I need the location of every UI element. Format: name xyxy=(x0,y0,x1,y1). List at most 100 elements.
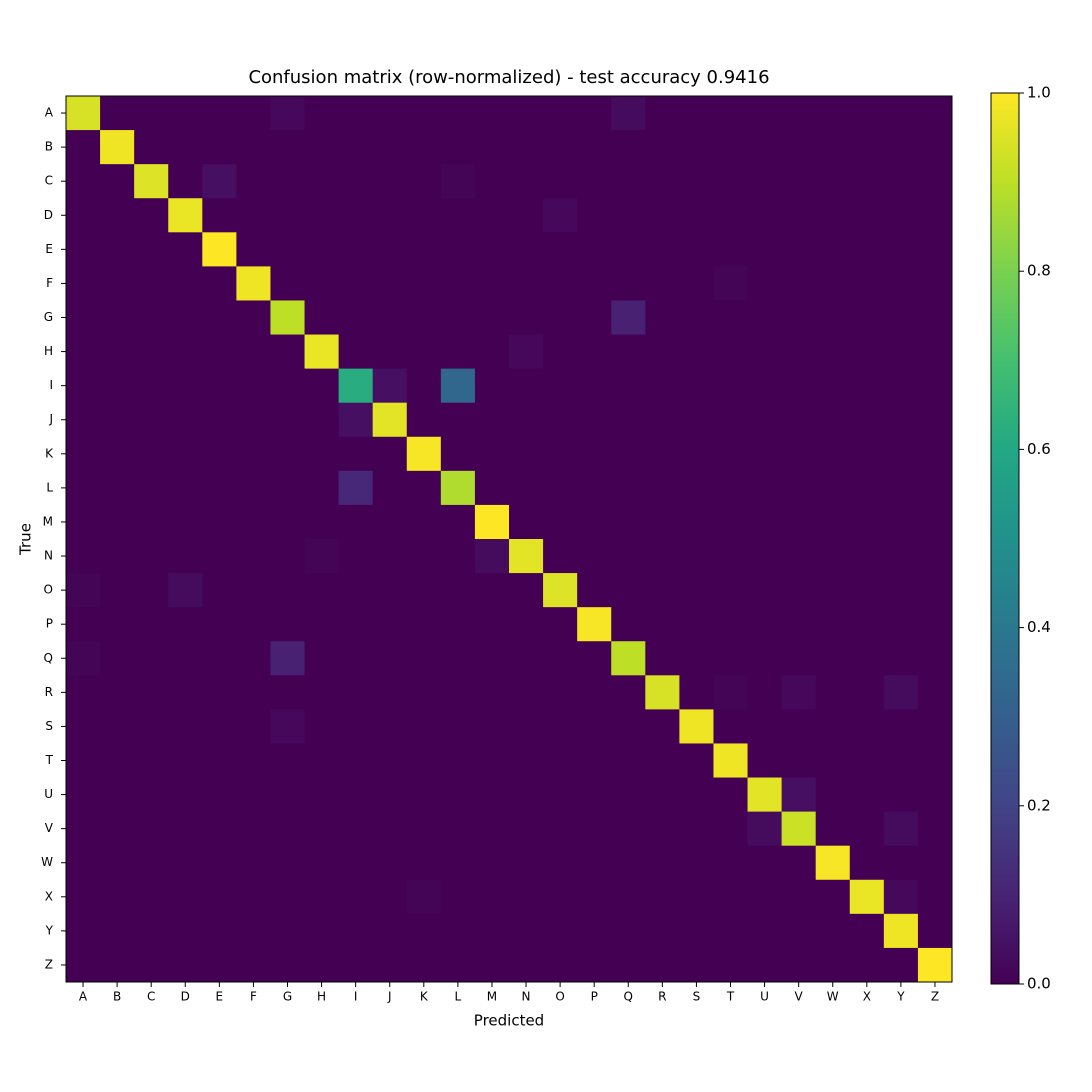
cell xyxy=(270,709,306,744)
cell xyxy=(849,743,885,779)
cell xyxy=(713,913,749,949)
cell xyxy=(168,96,203,131)
cell xyxy=(66,436,101,472)
cell xyxy=(849,539,885,574)
y-tick-label: W xyxy=(41,855,53,869)
cell xyxy=(440,130,476,165)
cell xyxy=(134,845,169,881)
cell xyxy=(713,266,749,301)
cell xyxy=(543,947,578,983)
x-tick-label: P xyxy=(591,990,598,1004)
cell xyxy=(679,96,714,131)
cell xyxy=(679,539,714,574)
cell xyxy=(338,402,374,438)
cell xyxy=(270,641,306,676)
cell xyxy=(202,164,237,199)
cell xyxy=(236,266,271,301)
y-tick-label: Q xyxy=(44,651,53,665)
cell xyxy=(440,845,476,881)
cell xyxy=(611,232,646,267)
cell xyxy=(134,402,169,438)
cell xyxy=(372,470,408,506)
cell xyxy=(406,300,442,336)
x-tick-label: W xyxy=(827,990,839,1004)
cell xyxy=(917,879,953,915)
cell xyxy=(202,539,237,574)
cell xyxy=(236,879,271,915)
cell xyxy=(100,573,135,608)
cell xyxy=(202,130,237,165)
cell xyxy=(611,845,646,881)
cell xyxy=(474,436,510,472)
cell xyxy=(645,402,680,438)
cell xyxy=(509,607,544,642)
cell xyxy=(304,96,340,131)
cell xyxy=(849,947,885,983)
cell xyxy=(66,641,101,676)
cell xyxy=(202,334,237,370)
cell xyxy=(713,164,749,199)
cell xyxy=(440,198,476,233)
x-tick-label: I xyxy=(354,990,358,1004)
cell xyxy=(781,198,817,233)
cell xyxy=(781,266,817,301)
cell xyxy=(236,675,271,710)
cell xyxy=(236,232,271,267)
cell xyxy=(406,436,442,472)
cell xyxy=(168,777,203,813)
cell xyxy=(781,470,817,506)
cell xyxy=(134,164,169,199)
cell xyxy=(815,266,851,301)
cell xyxy=(440,368,476,404)
cell xyxy=(713,709,749,744)
cell xyxy=(236,504,271,540)
y-tick-label: C xyxy=(45,174,53,188)
cell xyxy=(134,641,169,676)
cell xyxy=(372,266,408,301)
cell xyxy=(338,539,374,574)
cell xyxy=(66,845,101,881)
y-tick-label: A xyxy=(45,106,54,120)
cell xyxy=(917,198,953,233)
cell xyxy=(202,879,237,915)
cell xyxy=(577,573,612,608)
cell xyxy=(474,164,510,199)
cell xyxy=(645,198,680,233)
cell xyxy=(883,334,919,370)
cell xyxy=(577,709,612,744)
cell xyxy=(304,743,340,779)
cell xyxy=(849,845,885,881)
cell xyxy=(202,198,237,233)
cell xyxy=(747,539,783,574)
cell xyxy=(883,539,919,574)
cell xyxy=(781,675,817,710)
cell xyxy=(645,232,680,267)
cell xyxy=(202,675,237,710)
cell xyxy=(474,845,510,881)
cell xyxy=(168,266,203,301)
cell xyxy=(406,130,442,165)
cell xyxy=(849,334,885,370)
cell xyxy=(679,266,714,301)
cell xyxy=(134,811,169,847)
cell xyxy=(747,811,783,847)
cell xyxy=(747,641,783,676)
cell xyxy=(509,504,544,540)
cell xyxy=(917,300,953,336)
x-tick-label: M xyxy=(487,990,497,1004)
cell xyxy=(202,709,237,744)
cell xyxy=(440,777,476,813)
cell xyxy=(304,402,340,438)
cell xyxy=(202,470,237,506)
cell xyxy=(338,96,374,131)
cell xyxy=(202,845,237,881)
cell xyxy=(270,96,306,131)
cell xyxy=(883,232,919,267)
cell xyxy=(679,607,714,642)
cell xyxy=(815,573,851,608)
cell xyxy=(747,743,783,779)
cell xyxy=(577,300,612,336)
cell xyxy=(577,913,612,949)
cell xyxy=(509,641,544,676)
cell xyxy=(543,845,578,881)
